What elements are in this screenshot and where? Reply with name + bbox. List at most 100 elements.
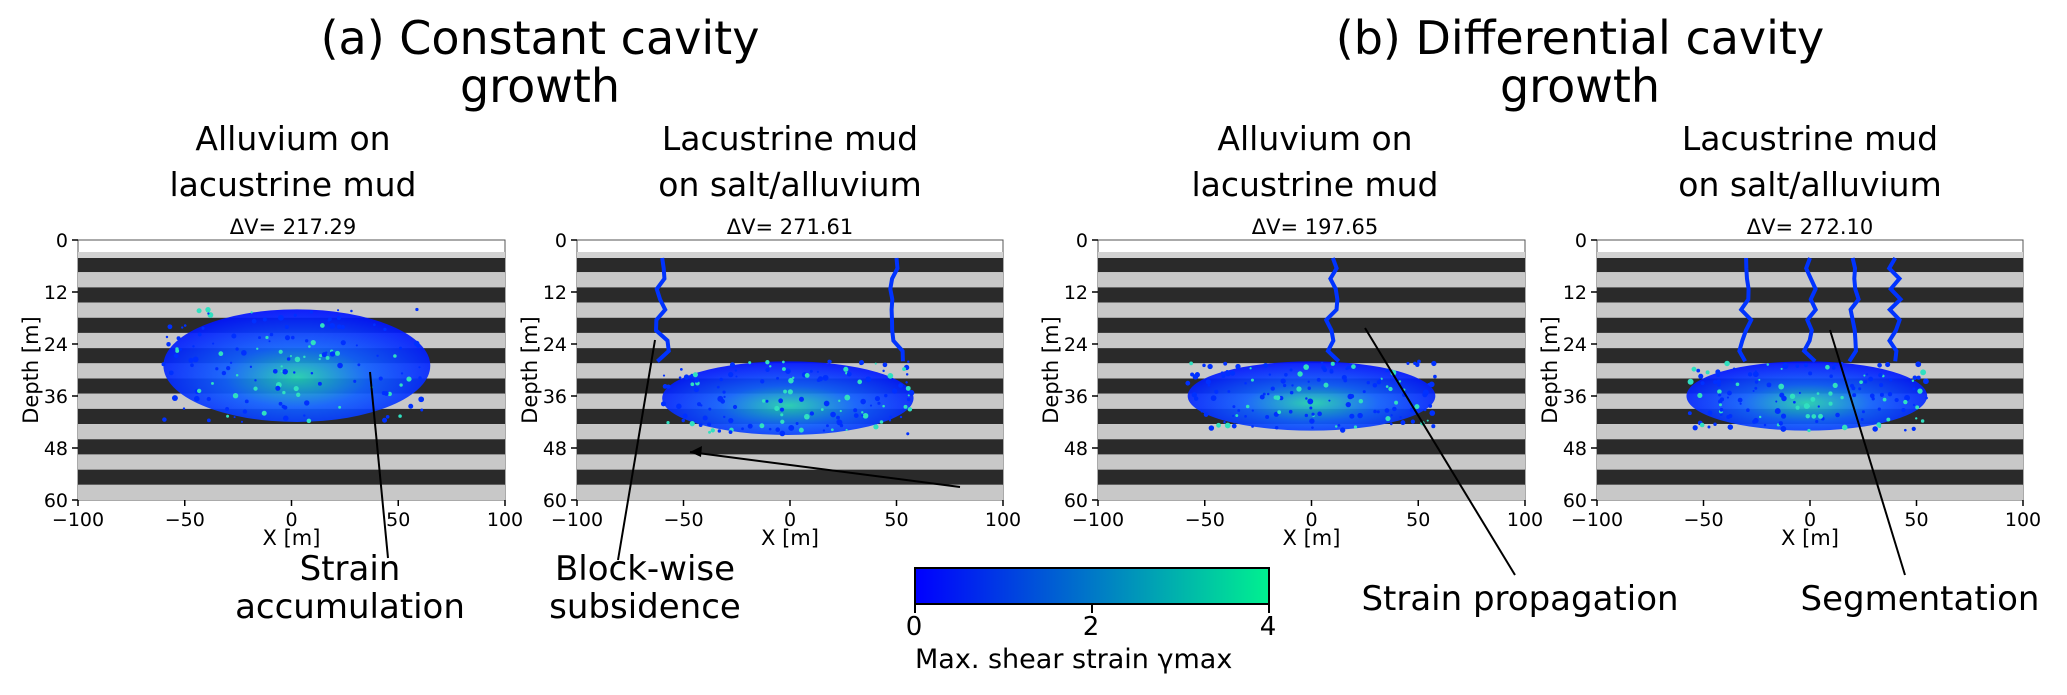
panel-3-strain-speck <box>1398 380 1402 383</box>
panel-2-strain-speck <box>728 418 734 424</box>
panel-4-strain-speck <box>1717 399 1723 404</box>
panel-1-strain-speck <box>265 335 269 340</box>
panel-1-strain-speck <box>327 319 330 322</box>
panel-4-strain-speck <box>1805 413 1810 419</box>
panel-4-strain-speck <box>1747 372 1753 377</box>
panel-1-layer <box>78 484 505 500</box>
panel-2-layer <box>577 332 1003 349</box>
panel-4-strain-speck <box>1727 390 1732 396</box>
panel-2-strain-speck <box>906 397 911 402</box>
panel-1-strain-speck <box>376 354 379 357</box>
panel-1-strain-speck <box>303 414 306 417</box>
panel-4-strain-speck <box>1911 379 1915 382</box>
panel-3-strain-speck <box>1311 426 1314 429</box>
panel-1-strain-speck <box>182 407 186 410</box>
panel-3-strain-speck <box>1372 382 1378 388</box>
panel-1-subtitle-line1: Alluvium on <box>195 119 391 158</box>
panel-4-layer <box>1597 287 2023 303</box>
panel-2-strain-speck <box>903 404 908 409</box>
panel-4-strain-speck <box>1872 426 1878 432</box>
y-axis-label: Depth [m] <box>1039 316 1063 423</box>
panel-1-strain-speck <box>420 408 424 412</box>
panel-1-strain-speck <box>293 385 299 392</box>
panel-3-strain-speck <box>1423 408 1427 412</box>
annotation-strain-accumulation-line2: accumulation <box>235 587 465 627</box>
panel-1-strain-speck <box>393 354 397 358</box>
y-tick-label: 36 <box>1563 386 1587 408</box>
panel-4-strain-speck <box>1852 393 1857 398</box>
panel-4-strain-speck <box>1746 408 1750 413</box>
y-tick-label: 12 <box>1563 282 1587 304</box>
panel-1-strain-speck <box>415 307 419 312</box>
x-tick-label: 50 <box>1406 509 1430 531</box>
panel-2-strain-speck <box>865 376 872 383</box>
colorbar-label: Max. shear strain γmax <box>915 644 1233 675</box>
panel-1-strain-speck <box>289 355 292 358</box>
panel-2-strain-speck <box>785 368 791 374</box>
panel-1-strain-speck <box>176 336 181 341</box>
panel-2-strain-speck <box>836 420 839 423</box>
panel-2-strain-speck <box>759 423 765 429</box>
panel-3-strain-speck <box>1207 384 1211 387</box>
panel-3-strain-speck <box>1232 405 1236 409</box>
panel-4-strain-speck <box>1878 372 1883 378</box>
panel-2-strain-speck <box>830 428 834 432</box>
colorbar-tick-label-2: 2 <box>1082 612 1100 642</box>
panel-4-surface <box>1597 252 2023 258</box>
panel-2-strain-speck <box>716 385 720 389</box>
y-tick-label: 24 <box>1563 334 1587 356</box>
panel-2-strain-speck <box>700 404 703 407</box>
panel-1-strain-speck <box>277 314 284 321</box>
panel-2-strain-speck <box>905 381 908 384</box>
panel-2-subtitle: Lacustrine mud on salt/alluvium <box>640 116 940 208</box>
panel-3-strain-speck <box>1251 425 1254 428</box>
panel-4-strain-speck <box>1859 380 1863 385</box>
x-tick-label: 100 <box>985 509 1021 531</box>
panel-3-strain-speck <box>1337 423 1341 427</box>
panel-1-strain-speck <box>167 324 173 330</box>
panel-4-layer <box>1597 257 2023 273</box>
panel-1-strain-speck <box>399 383 403 387</box>
panel-3-strain-speck <box>1189 361 1193 366</box>
y-tick-label: 60 <box>543 490 567 512</box>
panel-2-strain-speck <box>780 413 784 417</box>
panel-3-strain-speck <box>1265 415 1270 420</box>
panel-2-strain-speck <box>816 370 819 373</box>
panel-4-strain-speck <box>1707 425 1711 429</box>
panel-4-strain-speck <box>1851 386 1856 391</box>
panel-2-strain-speck <box>788 377 794 384</box>
panel-4-strain-speck <box>1915 361 1922 368</box>
panel-3-strain-speck <box>1431 424 1436 429</box>
panel-3-strain-speck <box>1191 392 1197 398</box>
panel-1-strain-speck <box>278 349 283 354</box>
panel-2-strain-speck <box>822 429 826 432</box>
panel-2-strain-speck <box>665 385 669 388</box>
panel-2-strain-speck <box>853 408 858 413</box>
panel-3-plot: 0 12 24 36 48 60−100 −50 0 50 100 X [m] Depth [m] <box>1039 230 1543 550</box>
panel-3-strain-speck <box>1203 412 1209 417</box>
panel-4-strain-speck <box>1889 378 1893 382</box>
panel-2-strain-speck <box>882 362 888 368</box>
panel-1-strain-speck <box>162 417 167 422</box>
panel-2-strain-speck <box>683 374 690 380</box>
panel-4-strain-speck <box>1727 424 1734 430</box>
panel-1-strain-speck <box>296 392 301 397</box>
panel-3-strain-speck <box>1373 409 1377 414</box>
panel-1-strain-speck <box>336 315 341 320</box>
panel-4-strain-speck <box>1868 376 1874 382</box>
panel-2-strain-speck <box>741 427 744 431</box>
panel-3-strain-speck <box>1288 409 1293 414</box>
panel-1-strain-speck <box>306 418 312 424</box>
panel-2-plot: 0 12 24 36 48 60−100 −50 0 50 100 X [m] Depth [m] <box>518 230 1021 550</box>
group-title-a-line1: (a) Constant cavity <box>320 11 760 65</box>
panel-1-strain-speck <box>190 363 194 368</box>
panel-1-strain-speck <box>212 342 215 345</box>
panel-4-strain-speck <box>1904 394 1911 401</box>
blockwise-pointer-1 <box>617 339 656 561</box>
panel-4-layer <box>1597 439 2023 455</box>
panel-3-strain-speck <box>1297 371 1303 377</box>
panel-2-strain-speck <box>859 359 865 366</box>
y-tick-label: 0 <box>56 230 68 252</box>
panel-2-strain-speck <box>906 432 910 436</box>
panel-2-strain-speck <box>775 427 781 433</box>
